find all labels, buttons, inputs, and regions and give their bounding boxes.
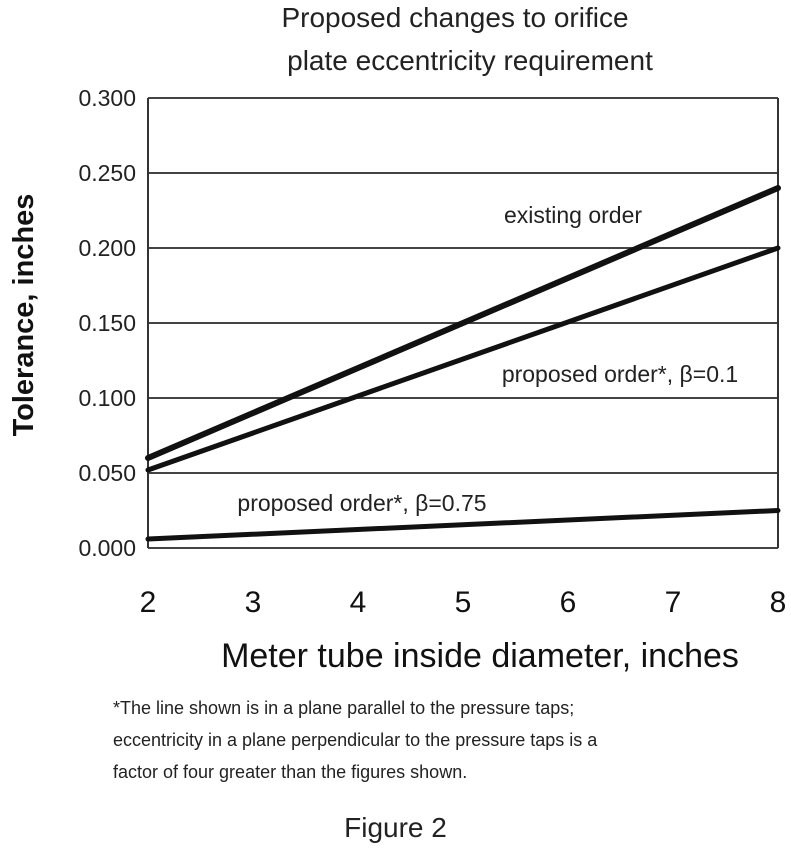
- y-axis-title: Tolerance, inches: [8, 194, 40, 437]
- y-tick-label: 0.150: [78, 310, 136, 336]
- chart-title-line-1: Proposed changes to orifice: [281, 2, 628, 33]
- chart: Proposed changes to orifice plate eccent…: [8, 2, 787, 675]
- y-tick-labels: 0.000 0.050 0.100 0.150 0.200 0.250 0.300: [78, 85, 136, 561]
- series-label-1: existing order: [504, 202, 642, 228]
- series-lines: [145, 185, 781, 542]
- y-tick-label: 0.050: [78, 460, 136, 486]
- footnote: *The line shown is in a plane parallel t…: [113, 692, 783, 788]
- x-tick-label: 8: [770, 586, 787, 619]
- y-tick-label: 0.000: [78, 535, 136, 561]
- series-line-3: [145, 508, 781, 542]
- x-tick-label: 6: [560, 586, 577, 619]
- x-tick-label: 7: [665, 586, 682, 619]
- footnote-line-2: eccentricity in a plane perpendicular to…: [113, 730, 598, 750]
- x-tick-label: 2: [140, 586, 157, 619]
- series-line-2: [145, 245, 781, 473]
- footnote-line-1: *The line shown is in a plane parallel t…: [113, 698, 575, 718]
- y-tick-label: 0.200: [78, 235, 136, 261]
- figure-caption: Figure 2: [344, 812, 447, 843]
- y-tick-label: 0.100: [78, 385, 136, 411]
- x-tick-label: 3: [245, 586, 262, 619]
- series-label-2: proposed order*, β=0.1: [502, 361, 738, 387]
- series-line-1: [145, 185, 781, 461]
- y-tick-label: 0.250: [78, 160, 136, 186]
- x-tick-labels: 2 3 4 5 6 7 8: [140, 586, 787, 619]
- x-tick-label: 5: [455, 586, 472, 619]
- series-label-3: proposed order*, β=0.75: [237, 490, 486, 516]
- footnote-line-3: factor of four greater than the figures …: [113, 762, 468, 782]
- chart-title-line-2: plate eccentricity requirement: [287, 45, 653, 76]
- x-tick-label: 4: [350, 586, 367, 619]
- y-tick-label: 0.300: [78, 85, 136, 111]
- gridlines: [147, 97, 779, 549]
- series-annotations: existing order proposed order*, β=0.1 prop…: [237, 202, 738, 516]
- x-axis-title: Meter tube inside diameter, inches: [221, 637, 739, 675]
